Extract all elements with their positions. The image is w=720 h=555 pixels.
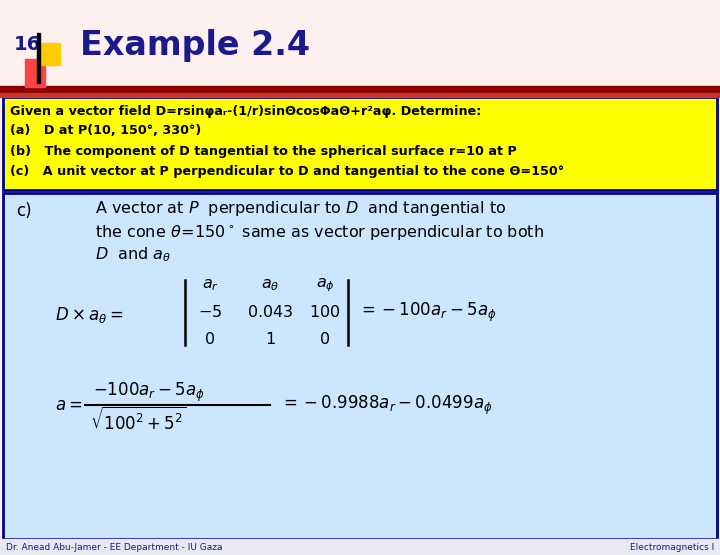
Text: (c)   A unit vector at P perpendicular to D and tangential to the cone Θ=150°: (c) A unit vector at P perpendicular to … <box>10 164 564 178</box>
Text: $0$: $0$ <box>320 331 330 347</box>
Bar <box>0 93 720 97</box>
Text: (a)   D at P(10, 150°, 330°): (a) D at P(10, 150°, 330°) <box>10 124 202 138</box>
FancyBboxPatch shape <box>3 97 717 190</box>
Text: $D \times a_\theta =$: $D \times a_\theta =$ <box>55 305 123 325</box>
Text: 16: 16 <box>14 36 41 54</box>
Text: $a_\theta$: $a_\theta$ <box>261 277 279 293</box>
Text: $a_\phi$: $a_\phi$ <box>315 276 334 294</box>
Text: Dr. Anead Abu-Jamer - EE Department - IU Gaza: Dr. Anead Abu-Jamer - EE Department - IU… <box>6 542 222 552</box>
Text: c): c) <box>16 202 32 220</box>
Text: $D$  and $a_\theta$: $D$ and $a_\theta$ <box>95 246 171 264</box>
Text: Example 2.4: Example 2.4 <box>80 28 310 62</box>
Text: Electromagnetics I: Electromagnetics I <box>630 542 714 552</box>
Bar <box>25 59 45 87</box>
Bar <box>0 539 720 555</box>
FancyBboxPatch shape <box>3 193 717 539</box>
Text: $100$: $100$ <box>310 304 341 320</box>
Text: $0$: $0$ <box>204 331 215 347</box>
Bar <box>37 33 40 83</box>
Text: Given a vector field D=rsinφaᵣ-(1/r)sinΘcosΦaΘ+r²aφ. Determine:: Given a vector field D=rsinφaᵣ-(1/r)sinΘ… <box>10 104 482 118</box>
Text: $\sqrt{100^2 + 5^2}$: $\sqrt{100^2 + 5^2}$ <box>90 406 186 433</box>
Text: $= -0.9988a_r - 0.0499a_\phi$: $= -0.9988a_r - 0.0499a_\phi$ <box>280 393 492 417</box>
Text: $= -100a_r - 5a_\phi$: $= -100a_r - 5a_\phi$ <box>358 300 497 324</box>
Text: $-100a_r - 5a_\phi$: $-100a_r - 5a_\phi$ <box>93 380 204 403</box>
Bar <box>38 43 60 65</box>
Bar <box>0 86 720 93</box>
Text: A vector at $P$  perpendicular to $D$  and tangential to: A vector at $P$ perpendicular to $D$ and… <box>95 199 506 219</box>
Text: $-5$: $-5$ <box>198 304 222 320</box>
Text: $a =$: $a =$ <box>55 396 83 414</box>
Text: $1$: $1$ <box>265 331 275 347</box>
Text: $0.043$: $0.043$ <box>247 304 293 320</box>
Text: $a_r$: $a_r$ <box>202 277 218 293</box>
Text: the cone $\theta\!=\!150^\circ$ same as vector perpendicular to both: the cone $\theta\!=\!150^\circ$ same as … <box>95 224 544 243</box>
Bar <box>0 0 720 90</box>
Text: (b)   The component of D tangential to the spherical surface r=10 at P: (b) The component of D tangential to the… <box>10 144 517 158</box>
